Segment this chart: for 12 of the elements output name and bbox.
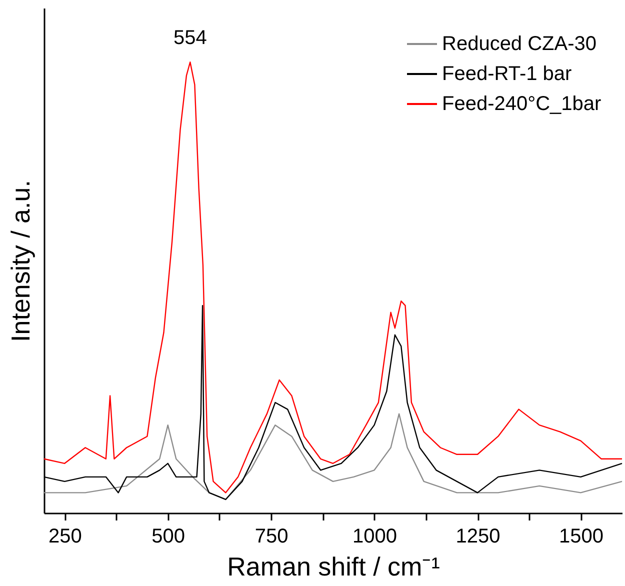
legend-label: Reduced CZA-30 [442,33,597,55]
y-axis-title: Intensity / a.u. [6,180,36,342]
x-tick-label: 1000 [352,526,398,548]
legend-label: Feed-240°C_1bar [442,93,602,115]
x-tick-label: 250 [48,526,82,548]
legend-label: Feed-RT-1 bar [442,63,572,85]
x-tick-label: 1500 [558,526,604,548]
annotation: 554 [173,27,207,50]
x-tick-label: 750 [254,526,288,548]
x-tick-label: 1250 [456,526,500,548]
x-axis-title: Raman shift / cm⁻¹ [227,552,440,582]
x-tick-label: 500 [152,526,186,548]
